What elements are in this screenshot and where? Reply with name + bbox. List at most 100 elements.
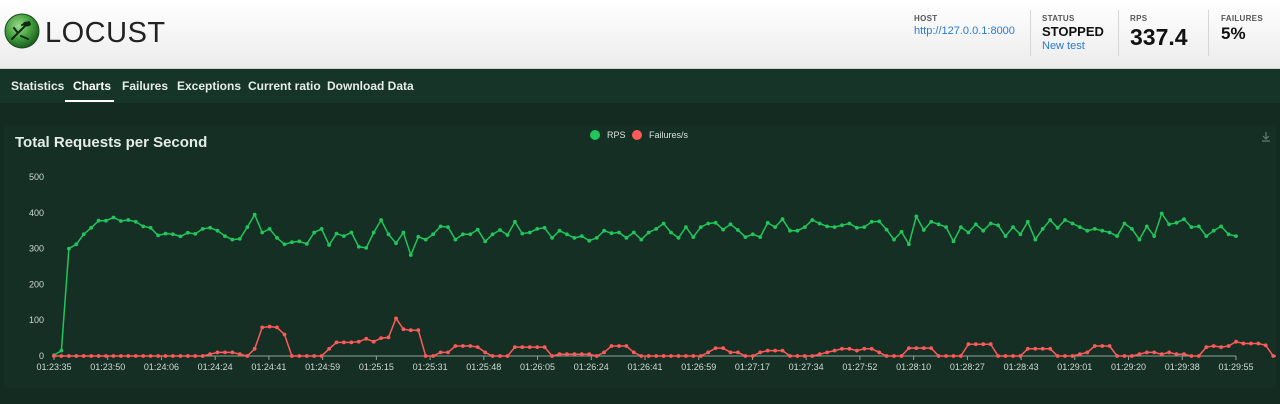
failures-point[interactable]: [959, 354, 963, 358]
failures-point[interactable]: [877, 350, 882, 355]
rps-point[interactable]: [156, 233, 161, 238]
rps-point[interactable]: [1115, 234, 1119, 238]
rps-point[interactable]: [728, 222, 733, 227]
failures-point[interactable]: [951, 354, 956, 358]
failures-point[interactable]: [565, 352, 569, 357]
rps-point[interactable]: [1055, 225, 1060, 230]
failures-point[interactable]: [981, 342, 986, 347]
rps-point[interactable]: [802, 225, 807, 229]
failures-point[interactable]: [1003, 354, 1008, 358]
failures-point[interactable]: [431, 354, 435, 358]
failures-point[interactable]: [728, 350, 733, 355]
rps-point[interactable]: [349, 230, 354, 235]
failures-point[interactable]: [988, 342, 993, 347]
failures-point[interactable]: [1115, 354, 1119, 358]
rps-point[interactable]: [208, 225, 213, 230]
rps-point[interactable]: [171, 232, 175, 237]
failures-point[interactable]: [579, 352, 584, 357]
rps-point[interactable]: [899, 229, 904, 234]
new-test-link[interactable]: New test: [1042, 40, 1085, 52]
failures-point[interactable]: [587, 352, 592, 357]
failures-point[interactable]: [966, 342, 971, 347]
tab-exceptions[interactable]: Exceptions: [177, 79, 242, 93]
failures-point[interactable]: [282, 332, 287, 337]
rps-point[interactable]: [765, 220, 770, 225]
failures-point[interactable]: [788, 354, 792, 358]
failures-point[interactable]: [1152, 350, 1157, 355]
failures-point[interactable]: [356, 339, 361, 344]
failures-point[interactable]: [743, 354, 748, 358]
failures-point[interactable]: [1122, 354, 1127, 358]
rps-point[interactable]: [126, 218, 131, 222]
rps-point[interactable]: [290, 240, 294, 245]
failures-point[interactable]: [334, 340, 339, 345]
rps-point[interactable]: [624, 236, 629, 240]
rps-point[interactable]: [1182, 217, 1186, 222]
failures-point[interactable]: [52, 354, 56, 358]
failures-point[interactable]: [669, 354, 673, 358]
rps-point[interactable]: [862, 225, 867, 229]
failures-point[interactable]: [297, 354, 302, 358]
failures-point[interactable]: [252, 346, 257, 351]
rps-point[interactable]: [104, 218, 108, 223]
failures-point[interactable]: [126, 354, 131, 358]
failures-point[interactable]: [617, 344, 621, 348]
failures-point[interactable]: [684, 354, 688, 358]
rps-point[interactable]: [572, 236, 577, 240]
rps-point[interactable]: [1040, 227, 1045, 231]
tab-charts[interactable]: Charts: [73, 79, 112, 93]
failures-point[interactable]: [1204, 345, 1209, 349]
failures-point[interactable]: [1040, 346, 1045, 351]
legend-failures[interactable]: Failures/s: [632, 130, 689, 140]
failures-point[interactable]: [1048, 346, 1053, 351]
failures-point[interactable]: [327, 346, 331, 351]
rps-point[interactable]: [951, 239, 956, 244]
rps-point[interactable]: [602, 228, 606, 233]
rps-point[interactable]: [453, 237, 458, 242]
rps-point[interactable]: [483, 239, 488, 244]
failures-point[interactable]: [133, 354, 138, 358]
rps-point[interactable]: [1033, 237, 1038, 242]
rps-point[interactable]: [1189, 225, 1194, 229]
rps-point[interactable]: [669, 230, 673, 235]
failures-point[interactable]: [483, 350, 488, 355]
rps-point[interactable]: [1122, 221, 1127, 226]
failures-point[interactable]: [59, 354, 64, 358]
failures-point[interactable]: [371, 339, 376, 344]
rps-point[interactable]: [654, 227, 659, 231]
failures-point[interactable]: [698, 354, 703, 358]
rps-point[interactable]: [1152, 234, 1157, 238]
failures-point[interactable]: [594, 354, 599, 358]
rps-point[interactable]: [297, 239, 302, 244]
rps-point[interactable]: [133, 219, 138, 224]
rps-point[interactable]: [475, 227, 480, 232]
rps-point[interactable]: [334, 231, 339, 236]
failures-point[interactable]: [461, 344, 465, 348]
rps-point[interactable]: [342, 234, 346, 238]
failures-point[interactable]: [1078, 352, 1082, 357]
failures-point[interactable]: [892, 354, 896, 358]
rps-point[interactable]: [877, 219, 882, 224]
failures-point[interactable]: [996, 354, 1000, 358]
rps-point[interactable]: [1078, 225, 1082, 229]
rps-point[interactable]: [1167, 222, 1171, 227]
rps-point[interactable]: [245, 225, 250, 229]
rps-point[interactable]: [1011, 225, 1015, 229]
failures-point[interactable]: [275, 325, 279, 330]
rps-point[interactable]: [661, 221, 666, 226]
failures-point[interactable]: [750, 354, 755, 358]
rps-point[interactable]: [1196, 224, 1201, 229]
rps-point[interactable]: [825, 224, 829, 229]
failures-point[interactable]: [557, 352, 562, 357]
failures-point[interactable]: [1174, 352, 1179, 357]
rps-point[interactable]: [810, 218, 815, 222]
failures-point[interactable]: [661, 354, 666, 358]
rps-point[interactable]: [557, 228, 562, 233]
rps-point[interactable]: [438, 224, 443, 229]
rps-point[interactable]: [892, 237, 896, 242]
rps-point[interactable]: [981, 228, 986, 233]
failures-point[interactable]: [1085, 350, 1090, 355]
failures-point[interactable]: [944, 354, 948, 358]
rps-point[interactable]: [535, 227, 540, 231]
rps-point[interactable]: [527, 230, 532, 235]
